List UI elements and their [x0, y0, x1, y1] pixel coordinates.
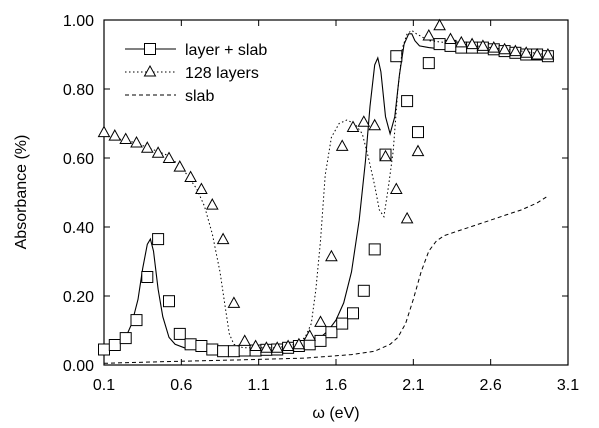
data-point-triangle [260, 341, 273, 353]
data-point-triangle [270, 341, 284, 353]
legend-entry-128-layers: 128 layers [125, 64, 259, 82]
data-point-square [217, 345, 230, 358]
data-point-triangle [151, 146, 165, 158]
x-tick-label: 1.1 [248, 377, 270, 394]
data-point-triangle [444, 32, 457, 44]
data-point-square [238, 344, 251, 357]
data-point-square [422, 57, 435, 70]
legend-label-128-layers: 128 layers [185, 65, 259, 82]
series-layer [97, 18, 555, 364]
data-point-triangle [130, 135, 143, 148]
data-point-square [390, 50, 403, 63]
data-point-square [141, 271, 154, 283]
data-point-triangle [541, 47, 555, 60]
data-point-triangle [454, 35, 468, 48]
data-point-triangle [389, 182, 403, 194]
data-point-square [119, 332, 132, 345]
data-point-square [357, 284, 370, 297]
data-point-triangle [227, 296, 241, 308]
axis-ticks: 0.1 0.6 1.1 1.6 2.1 2.6 3.1 0.00 0.20 0.40 0.60 0.8… [63, 13, 579, 394]
x-tick-label: 0.1 [93, 377, 115, 394]
data-point-triangle [357, 115, 371, 127]
data-point-triangle [335, 139, 349, 151]
data-point-triangle [487, 41, 501, 53]
y-axis-title: Absorbance (%) [13, 135, 30, 250]
legend-entry-layer-slab: layer + slab [125, 42, 267, 59]
data-point-triangle [476, 39, 490, 51]
data-point-square [401, 95, 414, 108]
data-point-triangle [97, 125, 111, 138]
data-point-triangle [411, 144, 425, 157]
data-point-square [336, 317, 349, 330]
y-tick-label: 0.60 [63, 151, 94, 168]
data-point-triangle [119, 132, 133, 144]
data-point-triangle [314, 315, 327, 327]
series-line-slab [103, 195, 549, 364]
data-point-triangle [498, 42, 511, 55]
legend: layer + slab 128 layers slab [125, 42, 267, 105]
x-axis-title: ω (eV) [312, 405, 359, 422]
data-point-triangle [205, 198, 219, 210]
y-tick-label: 1.00 [63, 13, 94, 30]
data-point-triangle [519, 46, 533, 58]
data-point-triangle [433, 18, 446, 31]
data-point-square [347, 307, 359, 320]
data-point-square [98, 343, 110, 356]
data-point-triangle [346, 120, 360, 132]
y-tick-label: 0.40 [63, 220, 94, 237]
data-point-triangle [303, 329, 317, 341]
data-point-triangle [184, 170, 197, 182]
data-point-square [163, 295, 175, 308]
series-layer-slab [98, 33, 554, 358]
data-point-triangle [509, 44, 522, 57]
x-tick-label: 0.6 [170, 377, 192, 394]
data-point-triangle [173, 160, 187, 172]
data-point-triangle [530, 47, 544, 60]
data-point-triangle [368, 118, 382, 131]
data-point-square [314, 334, 327, 347]
data-point-triangle [249, 339, 262, 351]
data-point-triangle [422, 28, 436, 41]
data-point-triangle [325, 249, 338, 262]
data-point-triangle [195, 182, 208, 194]
x-tick-label: 2.1 [402, 377, 424, 394]
legend-triangle-marker [143, 64, 157, 77]
data-point-triangle [400, 211, 414, 224]
data-point-square [412, 126, 424, 139]
data-point-square [368, 243, 381, 256]
legend-square-marker [144, 43, 156, 55]
data-point-triangle [108, 129, 122, 141]
series-slab [103, 195, 549, 364]
data-point-triangle [162, 151, 176, 163]
legend-label-layer-slab: layer + slab [185, 42, 267, 59]
x-tick-label: 3.1 [557, 377, 579, 394]
series-128-layers [97, 18, 555, 353]
data-point-square [433, 38, 446, 51]
y-tick-label: 0.80 [63, 82, 94, 99]
data-point-triangle [216, 232, 230, 245]
data-point-square [206, 343, 219, 356]
x-tick-label: 1.6 [325, 377, 347, 394]
legend-entry-slab: slab [125, 88, 214, 105]
data-point-triangle [465, 37, 479, 50]
data-point-square [173, 327, 186, 340]
data-point-triangle [238, 334, 252, 346]
data-point-triangle [379, 149, 392, 162]
data-point-square [227, 345, 240, 358]
data-point-square [325, 326, 338, 339]
legend-label-slab: slab [185, 88, 214, 105]
x-tick-label: 2.6 [480, 377, 502, 394]
y-tick-label: 0.00 [63, 358, 94, 375]
data-point-square [108, 339, 121, 351]
data-point-square [184, 338, 197, 351]
data-point-square [195, 340, 208, 352]
data-point-square [152, 233, 165, 246]
data-point-triangle [292, 337, 306, 350]
y-tick-label: 0.20 [63, 289, 94, 306]
data-point-triangle [281, 339, 295, 351]
data-point-square [130, 314, 143, 327]
data-point-triangle [140, 141, 154, 153]
